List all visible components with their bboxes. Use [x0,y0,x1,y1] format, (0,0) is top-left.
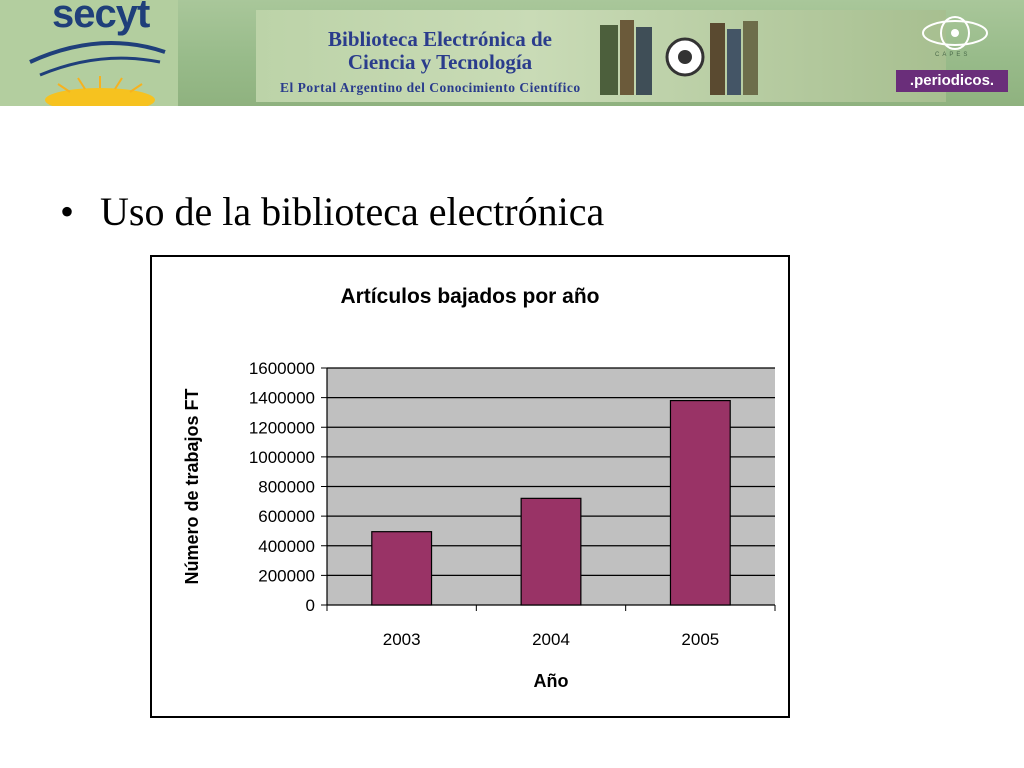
capes-label: CAPES [935,52,971,58]
x-tick-label: 2004 [532,630,570,649]
bar-2005 [669,399,731,606]
banner-title-line1: Biblioteca Electrónica de [328,27,552,51]
y-tick-label: 600000 [258,507,315,526]
y-axis-label: Número de trabajos FT [182,388,202,584]
secyt-logo: secyt [0,0,178,106]
bar-chart: 0 200000 400000 600000 800000 1000000 1200000 1… [182,359,776,691]
books-image [600,20,758,95]
secyt-logo-text: secyt [52,0,150,36]
capes-logo-icon [922,16,988,50]
y-tick-label: 1600000 [249,359,315,378]
x-tick-label: 2003 [383,630,421,649]
bar-2003 [371,531,433,606]
chart-container: Artículos bajados por año 0 200000 400000 6… [150,255,790,718]
bullet-icon: • [60,189,75,234]
y-tick-label: 800000 [258,478,315,497]
x-axis-label: Año [534,671,569,691]
y-tick-label: 400000 [258,537,315,556]
bullet-text: Uso de la biblioteca electrónica [100,189,605,234]
y-tick-label: 1000000 [249,448,315,467]
y-tick-label: 200000 [258,566,315,585]
sunrise-icon [29,41,166,106]
banner-subtitle: El Portal Argentino del Conocimiento Cie… [280,80,581,95]
y-tick-label: 1200000 [249,418,315,437]
banner-title-line2: Ciencia y Tecnología [347,50,533,74]
bar-2004 [520,497,582,606]
chart-title: Artículos bajados por año [340,285,600,308]
header-banner: secyt Biblioteca Electrónica de Ciencia … [0,0,1024,106]
x-tick-label: 2005 [681,630,719,649]
y-tick-label: 0 [306,596,315,615]
periodicos-logo: .periodicos. [896,70,1008,92]
y-tick-label: 1400000 [249,389,315,408]
banner-title: Biblioteca Electrónica de Ciencia y Tecn… [290,28,590,74]
bullet-item: • Uso de la biblioteca electrónica [60,188,604,235]
